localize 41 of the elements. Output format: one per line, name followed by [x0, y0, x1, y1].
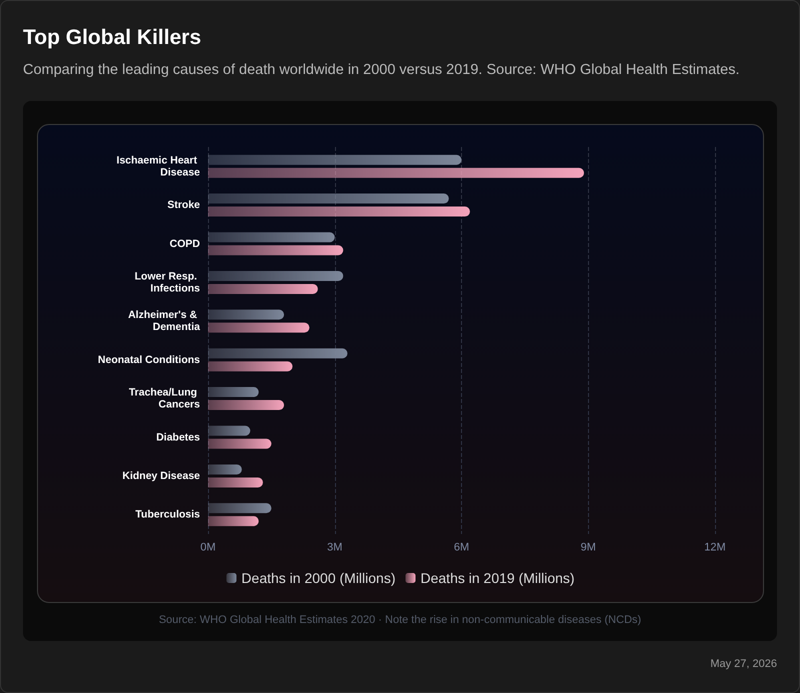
bar — [208, 477, 263, 488]
source-note: Source: WHO Global Health Estimates 2020 · Note the rise in non-communicable diseases (NCDs) — [158, 614, 642, 626]
x-tick-label: 3M — [327, 542, 342, 554]
y-tick-label: Alzheimer's & Dementia — [128, 309, 200, 334]
chart-subtitle: Comparing the leading causes of death worldwide in 2000 versus 2019. Source: WHO Global Health Estimates. — [23, 62, 740, 78]
bar — [208, 438, 272, 449]
y-tick-label: Lower Resp. Infections — [134, 270, 200, 294]
y-tick-label: Stroke — [167, 199, 200, 212]
bar — [208, 322, 310, 333]
y-tick-label: Ischaemic Heart Disease — [116, 154, 200, 178]
y-tick-label: Diabetes — [156, 431, 200, 444]
bar — [208, 361, 292, 372]
bar — [208, 464, 242, 474]
bar — [208, 516, 259, 526]
x-tick-label: 12M — [704, 542, 726, 554]
bar — [208, 270, 344, 281]
bar — [208, 284, 318, 294]
bar — [208, 426, 250, 436]
x-tick-label: 9M — [580, 542, 596, 554]
y-tick-label: Kidney Disease — [122, 470, 200, 482]
y-tick-label: Tuberculosis — [135, 508, 200, 521]
chart-title: Top Global Killers — [23, 26, 202, 50]
y-tick-label: Trachea/Lung Cancers — [128, 386, 200, 411]
y-tick-label: Neonatal Conditions — [98, 354, 200, 366]
bar — [208, 206, 470, 217]
bar — [208, 310, 284, 320]
bar — [208, 503, 272, 514]
x-tick-label: 6M — [454, 542, 470, 554]
legend-label: Deaths in 2000 (Millions) — [241, 570, 396, 586]
bar — [208, 400, 284, 410]
x-tick-label: 0M — [200, 542, 216, 554]
bar — [208, 245, 344, 256]
bar — [208, 154, 462, 165]
legend-label: Deaths in 2019 (Millions) — [420, 570, 575, 586]
bar — [208, 348, 348, 358]
text: May 27, 2026 — [710, 658, 777, 670]
y-tick-label: COPD — [170, 238, 200, 250]
bar — [208, 168, 584, 178]
bar — [208, 232, 335, 242]
bar — [208, 387, 259, 398]
bar — [208, 194, 449, 204]
